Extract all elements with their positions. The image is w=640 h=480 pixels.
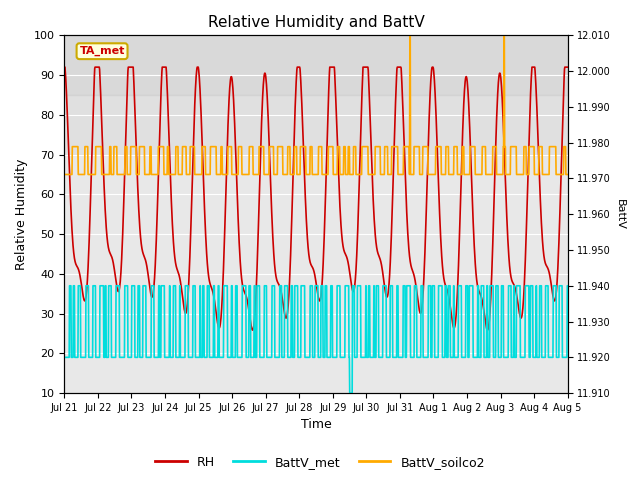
Y-axis label: Relative Humidity: Relative Humidity (15, 158, 28, 270)
Title: Relative Humidity and BattV: Relative Humidity and BattV (207, 15, 424, 30)
Bar (64, 95, 568, 155)
Text: TA_met: TA_met (79, 46, 125, 56)
X-axis label: Time: Time (301, 419, 332, 432)
Bar (64, 36, 568, 95)
Legend: RH, BattV_met, BattV_soilco2: RH, BattV_met, BattV_soilco2 (150, 451, 490, 474)
Y-axis label: BattV: BattV (615, 199, 625, 229)
